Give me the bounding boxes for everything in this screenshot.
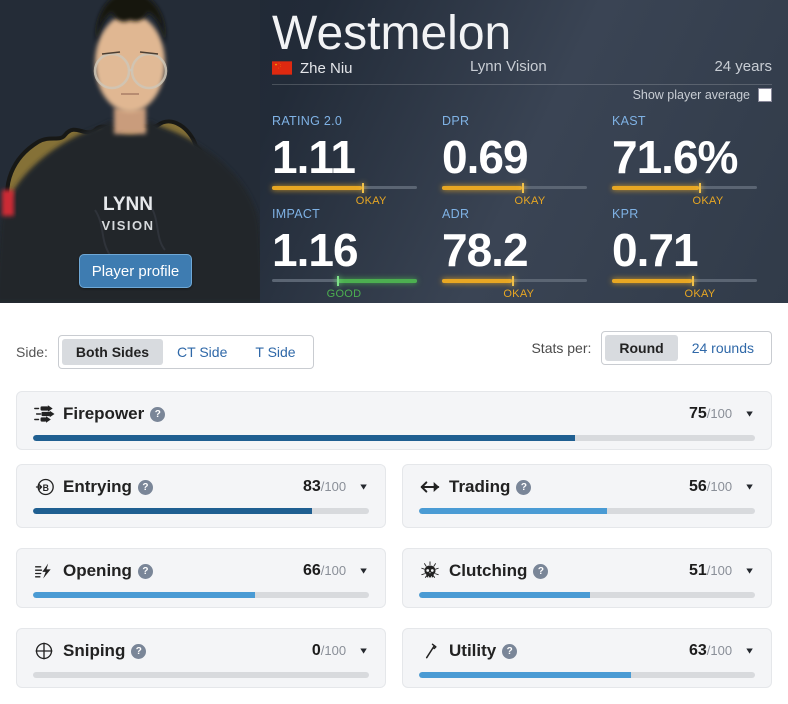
svg-text:VISION: VISION (101, 218, 154, 233)
svg-text:LYNN: LYNN (103, 194, 153, 215)
svg-text:B: B (43, 483, 49, 493)
